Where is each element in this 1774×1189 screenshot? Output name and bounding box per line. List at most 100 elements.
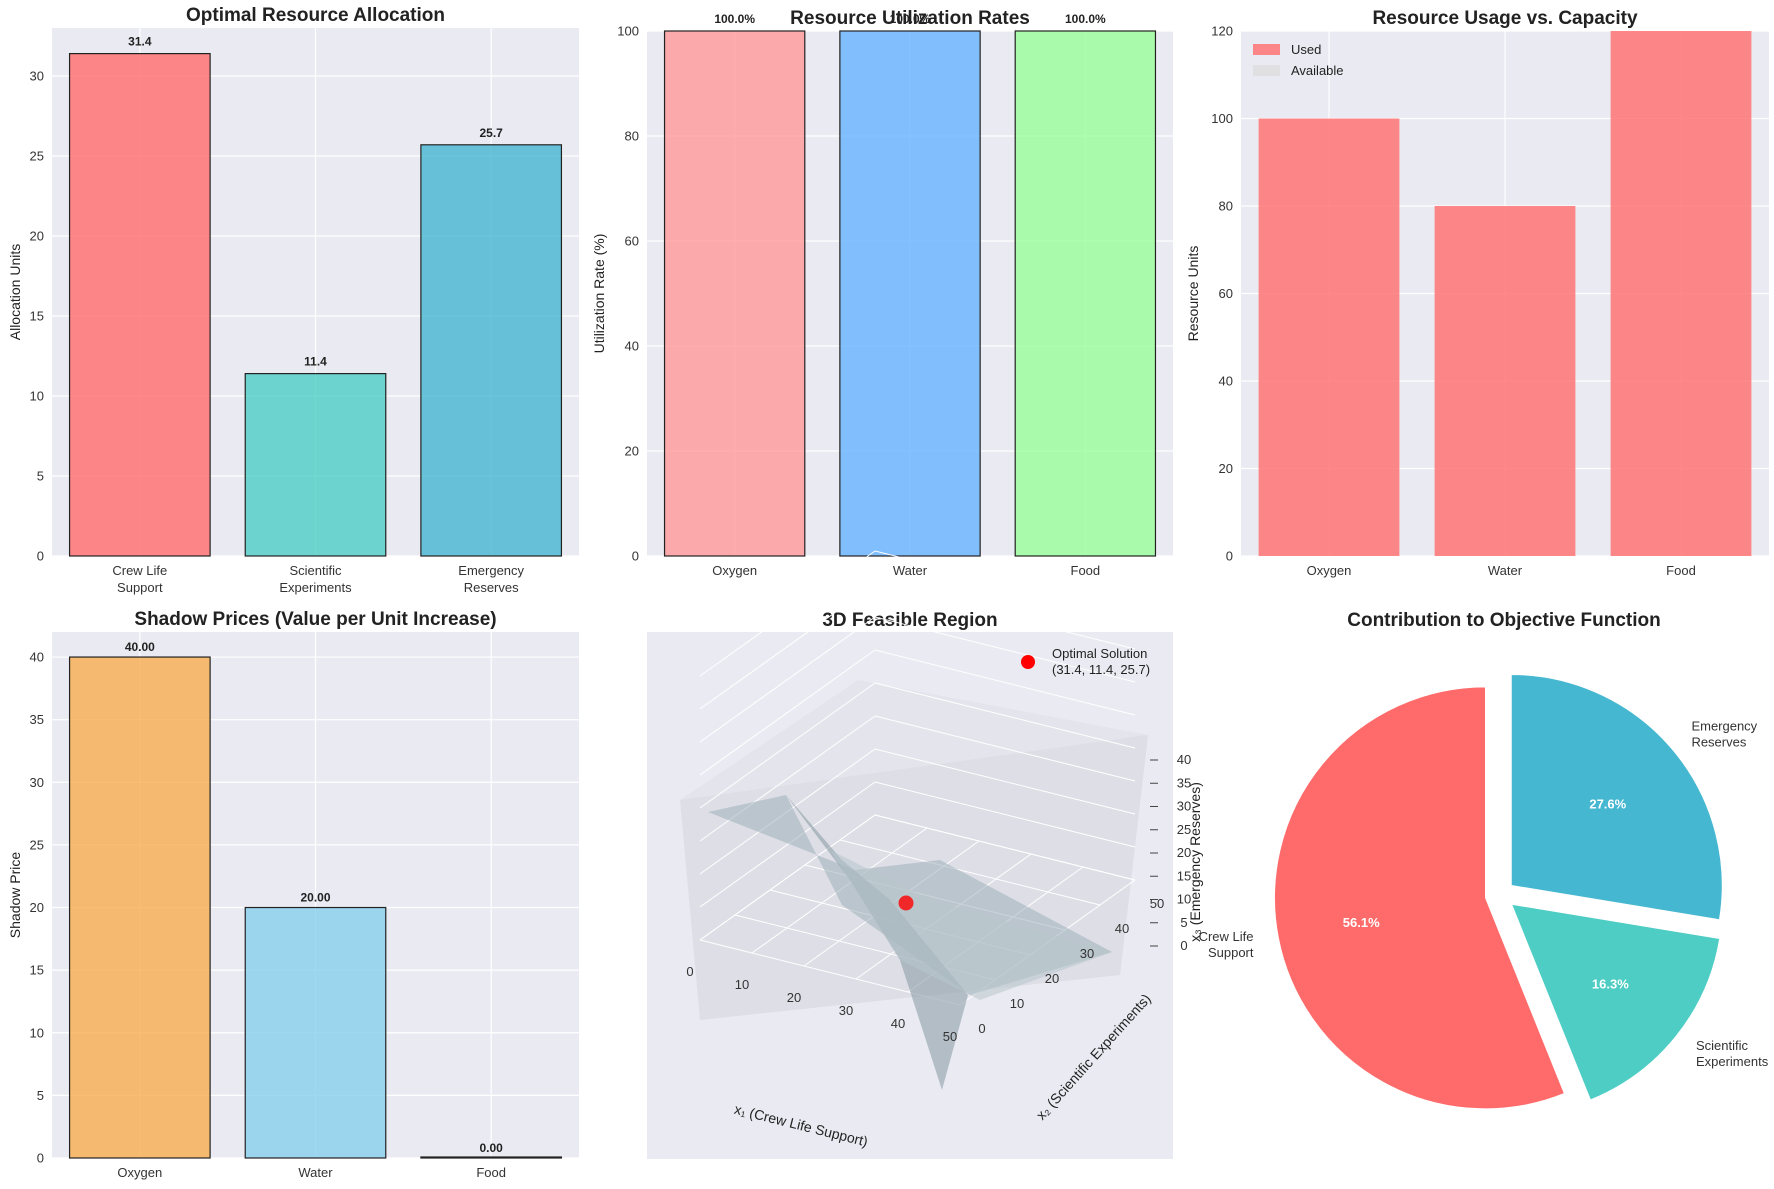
bar	[1610, 31, 1752, 556]
y-tick-label: 100	[617, 24, 639, 39]
bar	[1014, 30, 1157, 557]
y-tick-label: 30	[30, 775, 44, 790]
x-tick-label: Oxygen	[117, 1165, 162, 1180]
y-tick-label: 40	[30, 650, 44, 665]
pie-percent-label: 16.3%	[1592, 976, 1629, 991]
data-label: 100.0%	[714, 12, 755, 26]
z-axis-label: x₃ (Emergency Reserves)	[1187, 782, 1203, 942]
z-tick-label: 0	[1180, 938, 1187, 953]
wall-gridline	[699, 682, 876, 809]
wall-gridline	[874, 682, 1136, 749]
z-tick-label: 5	[1180, 915, 1187, 930]
x-tick-label-line: Oxygen	[712, 563, 757, 578]
chart-title: Contribution to Objective Function	[1347, 610, 1660, 631]
x-tick-label: Crew Life Support	[112, 563, 167, 595]
bar	[839, 30, 981, 557]
x-tick-label: Water	[893, 563, 928, 578]
floor-gridline	[839, 839, 1101, 906]
y-tick-label: 25	[30, 149, 44, 164]
wall-gridline	[874, 781, 1136, 848]
x-tick-label: Water	[298, 1165, 333, 1180]
y-axis-label: Shadow Price	[7, 852, 23, 939]
z-tick-label: 15	[1177, 868, 1191, 883]
wall-gridline	[699, 550, 876, 677]
x-tick-label: Food	[1071, 563, 1101, 578]
bar	[244, 373, 387, 557]
data-label: 0.00	[479, 1141, 503, 1155]
x-tick-label-line: Scientific	[289, 563, 342, 578]
chart-title: 3D Feasible Region	[822, 610, 997, 631]
z-tick-label: 40	[1177, 752, 1191, 767]
chart-title: Optimal Resource Allocation	[186, 5, 445, 26]
wall-gridline	[874, 550, 1136, 617]
y-tick-label: 80	[625, 129, 639, 144]
bar	[68, 52, 211, 557]
x-tick-label: 0	[686, 964, 693, 979]
y-tick-label: 0	[632, 549, 639, 564]
legend-label-line: (31.4, 11.4, 25.7)	[1052, 662, 1150, 677]
pie-percent-label: 27.6%	[1589, 797, 1626, 812]
y-tick-label: 60	[625, 234, 639, 249]
objective-contribution-pie: Contribution to Objective Function 56.1% C…	[1199, 610, 1769, 1110]
z-tick-label: 30	[1177, 799, 1191, 814]
x-tick-label: 50	[943, 1029, 957, 1044]
data-label: 100.0%	[1065, 12, 1106, 26]
y-axis-label: Utilization Rate (%)	[591, 234, 607, 354]
y-tick-label: 20	[30, 229, 44, 244]
wall-gridline	[874, 616, 1136, 683]
pie-label: Emergency Reserves	[1691, 719, 1757, 750]
pie-percent-label: 56.1%	[1343, 915, 1380, 930]
pie-label-line: Reserves	[1691, 735, 1746, 750]
x-tick-label: 30	[839, 1003, 853, 1018]
z-tick-label: 25	[1177, 822, 1191, 837]
x-tick-label: Food	[476, 1165, 506, 1180]
bar	[663, 30, 806, 557]
x-tick-label-line: Oxygen	[117, 1165, 162, 1180]
legend-label: Available	[1291, 63, 1344, 78]
x-tick-label: Scientific Experiments	[279, 563, 352, 595]
y-tick-label: 40	[1115, 921, 1129, 936]
x-tick-label-line: Emergency	[458, 563, 524, 578]
y-tick-label: 30	[1080, 946, 1094, 961]
y-tick-label: 20	[1045, 971, 1059, 986]
wall-gridline	[874, 583, 1136, 650]
chart-title: Shadow Prices (Value per Unit Increase)	[134, 609, 496, 630]
x-tick-label-line: Support	[117, 580, 163, 595]
data-label: 11.4	[304, 355, 327, 369]
pie-slice	[1510, 673, 1723, 921]
wall-gridline	[874, 715, 1136, 782]
x-tick-label-line: Crew Life	[112, 563, 167, 578]
usage-capacity-chart: 0 20 40 60 80 100 120 Oxygen Water Food Resource U…	[1185, 8, 1769, 578]
y-tick-label: 15	[30, 963, 44, 978]
data-label: 40.00	[125, 640, 155, 654]
x-tick-label-line: Oxygen	[1307, 563, 1352, 578]
wall-gridline	[874, 748, 1136, 815]
allocation-chart: 0 5 10 15 20 25 30 31.4 11.4 25.7 Crew Life Support…	[7, 5, 579, 595]
pie-label: Crew Life Support	[1199, 929, 1254, 960]
y-axis-label: Resource Units	[1185, 246, 1201, 342]
z-tick-label: 20	[1177, 845, 1191, 860]
y-tick-label: 0	[37, 1151, 44, 1166]
legend-marker	[1021, 655, 1035, 669]
data-label: 20.00	[300, 891, 330, 905]
y-tick-label: 0	[1226, 549, 1233, 564]
wall-gridline	[699, 781, 876, 908]
y-tick-label: 10	[1010, 996, 1024, 1011]
y-tick-label: 35	[30, 712, 44, 727]
bar	[420, 1156, 563, 1159]
shadow-price-chart: 0 5 10 15 20 25 30 35 40 40.00 20.00 0.00 Oxygen Wate…	[7, 609, 579, 1180]
y-tick-label: 80	[1219, 199, 1233, 214]
x-tick-label-line: Food	[476, 1165, 506, 1180]
y-tick-label: 5	[37, 1088, 44, 1103]
y-tick-label: 20	[625, 444, 639, 459]
y-tick-label: 50	[1150, 896, 1164, 911]
y-tick-label: 25	[30, 837, 44, 852]
bar	[420, 144, 563, 557]
wall-gridline	[699, 583, 876, 710]
feasible-surface	[786, 795, 968, 1090]
y-tick-label: 100	[1211, 111, 1233, 126]
y-tick-label: 120	[1211, 24, 1233, 39]
x-tick-label-line: Experiments	[279, 580, 352, 595]
legend-label-line: Optimal Solution	[1052, 646, 1147, 661]
